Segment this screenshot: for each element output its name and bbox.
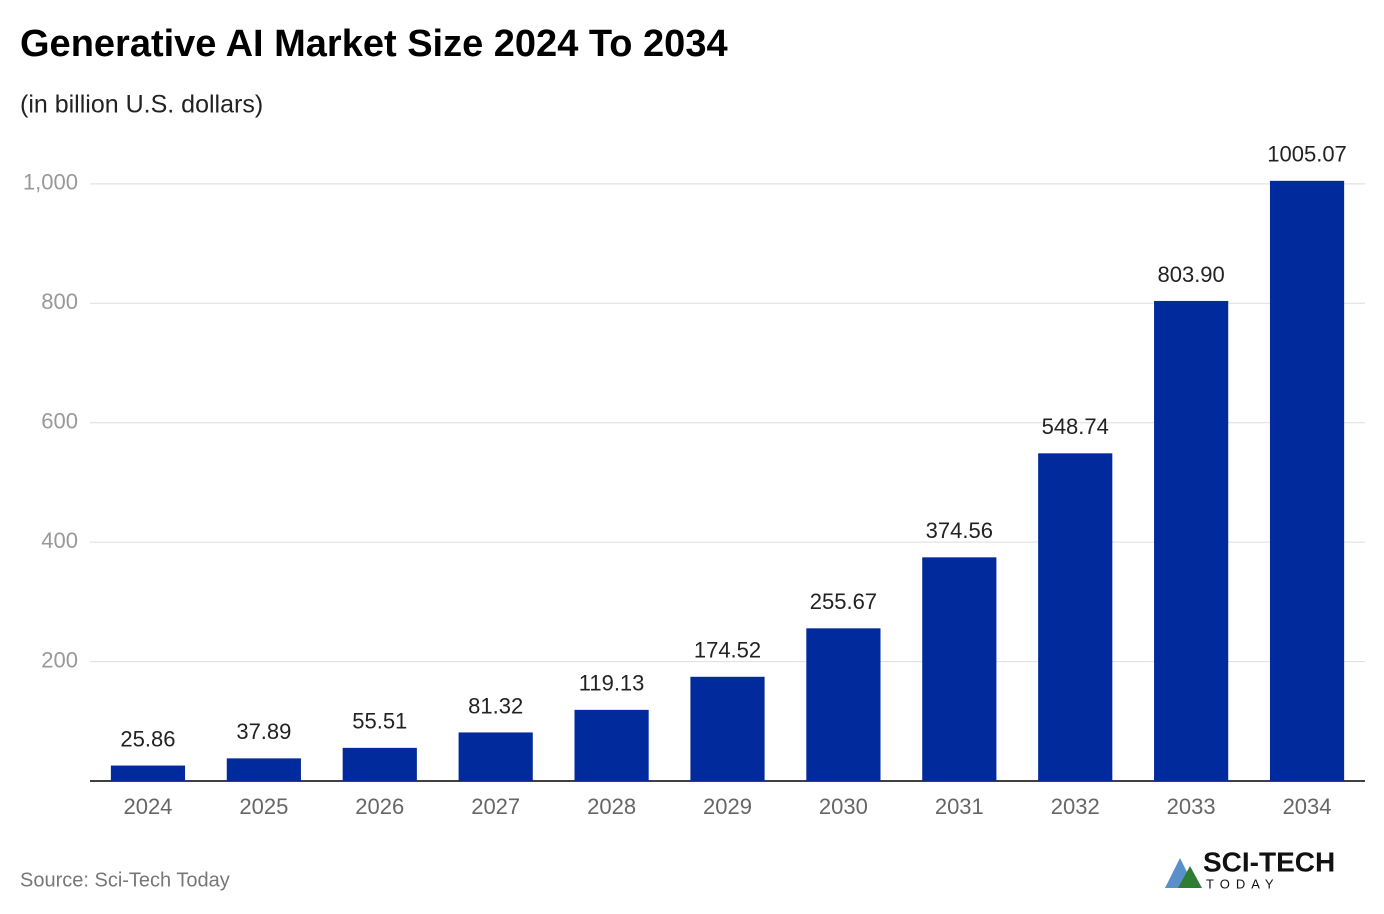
bar [226,758,301,781]
x-tick-label: 2026 [355,794,404,819]
logo: SCI-TECH TODAY [1165,846,1335,891]
bar [110,765,186,781]
bar [922,557,997,781]
x-tick-label: 2025 [239,794,288,819]
value-label: 174.52 [694,638,761,663]
x-tick-label: 2029 [703,794,752,819]
value-label: 81.32 [468,693,523,718]
value-label: 55.51 [352,709,407,734]
logo-icon [1178,866,1202,888]
x-tick-label: 2034 [1283,794,1332,819]
value-label: 548.74 [1042,414,1109,439]
value-label: 1005.07 [1267,142,1347,167]
x-tick-label: 2027 [471,794,520,819]
value-label: 803.90 [1157,262,1224,287]
bar [1269,180,1345,781]
y-tick-label: 800 [41,289,78,314]
value-label: 119.13 [579,671,645,696]
value-label: 374.56 [926,518,993,543]
y-tick-label: 1,000 [23,170,78,195]
logo-tagline: TODAY [1206,876,1280,891]
bar [1154,300,1229,781]
bar [342,747,417,781]
value-label: 25.86 [120,726,175,751]
logo-name: SCI-TECH [1203,846,1335,877]
y-tick-label: 600 [41,409,78,434]
x-tick-label: 2024 [123,794,172,819]
x-tick-label: 2032 [1051,794,1100,819]
chart-title: Generative AI Market Size 2024 To 2034 [20,23,728,65]
x-tick-label: 2031 [935,794,984,819]
source: Source: Sci-Tech Today [20,869,230,891]
bar [1038,453,1113,781]
bar [458,732,533,781]
chart-subtitle: (in billion U.S. dollars) [20,91,263,119]
bar [806,628,881,781]
y-tick-label: 200 [41,647,78,672]
bar [690,676,765,781]
value-label: 255.67 [810,589,877,614]
value-label: 37.89 [236,719,291,744]
x-tick-label: 2028 [587,794,636,819]
x-tick-label: 2030 [819,794,868,819]
y-tick-label: 400 [41,528,78,553]
bar [574,709,649,781]
x-tick-label: 2033 [1167,794,1216,819]
